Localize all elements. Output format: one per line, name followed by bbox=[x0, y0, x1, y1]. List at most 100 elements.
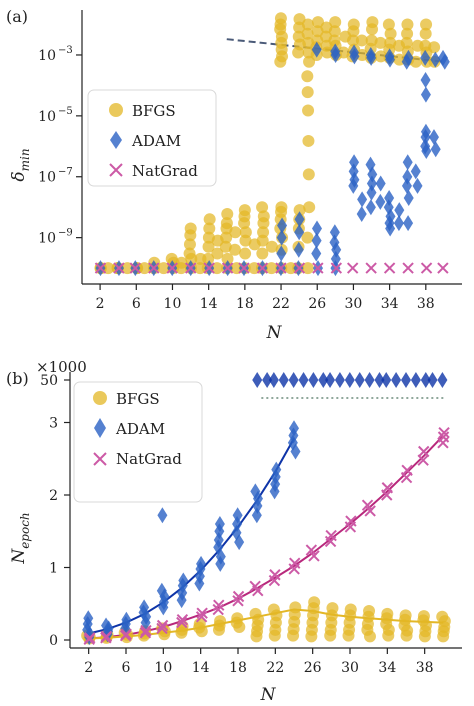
point-adam-50-000 bbox=[344, 372, 355, 388]
point-natgrad bbox=[417, 454, 429, 466]
legend-marker-bfgs bbox=[93, 391, 107, 405]
x-tick-label: 30 bbox=[345, 296, 363, 312]
legend-marker-adam bbox=[110, 131, 122, 149]
point-natgrad bbox=[330, 262, 343, 274]
panel-b-data-points bbox=[81, 372, 451, 646]
point-adam-50-000 bbox=[308, 372, 319, 388]
legend-marker-bfgs bbox=[109, 103, 123, 117]
point-bfgs bbox=[202, 252, 215, 265]
y-tick-label: 10 bbox=[38, 109, 56, 125]
point-adam bbox=[421, 143, 432, 160]
point-adam bbox=[311, 232, 322, 249]
point-bfgs bbox=[220, 217, 233, 230]
point-bfgs bbox=[289, 601, 302, 614]
point-natgrad bbox=[402, 262, 414, 274]
point-adam bbox=[403, 215, 414, 232]
point-natgrad bbox=[420, 262, 433, 274]
y-tick-label: 50 bbox=[40, 373, 58, 389]
legend-label-bfgs: BFGS bbox=[116, 390, 160, 408]
point-adam-50-000 bbox=[278, 372, 289, 388]
panel-b-x-label: N bbox=[260, 685, 277, 705]
point-bfgs bbox=[274, 55, 287, 68]
point-bfgs bbox=[399, 609, 412, 622]
point-adam bbox=[438, 49, 449, 66]
point-adam bbox=[366, 175, 377, 192]
point-natgrad bbox=[176, 616, 188, 629]
point-adam bbox=[420, 123, 431, 140]
point-adam-50-000 bbox=[364, 372, 375, 388]
point-adam-50-000 bbox=[298, 372, 309, 388]
legend-entry-natgrad: NatGrad bbox=[109, 162, 198, 180]
panel-a: (a) 10−310−510−710−9 2 6 10 14 18 22 26 30 34 38 … bbox=[6, 7, 462, 343]
x-tick-label: 26 bbox=[304, 660, 322, 676]
point-natgrad bbox=[213, 599, 225, 611]
point-bfgs bbox=[238, 204, 251, 217]
point-adam bbox=[293, 241, 304, 258]
x-tick-label: 18 bbox=[229, 660, 247, 676]
point-adam-50-000 bbox=[252, 372, 263, 388]
point-adam bbox=[329, 224, 340, 241]
legend-marker-natgrad bbox=[93, 452, 107, 466]
point-adam bbox=[139, 599, 150, 616]
point-adam bbox=[294, 224, 305, 241]
point-natgrad bbox=[238, 262, 250, 274]
point-bfgs bbox=[257, 210, 270, 223]
point-adam bbox=[365, 156, 376, 173]
legend-entry-bfgs: BFGS bbox=[109, 102, 176, 120]
point-bfgs bbox=[228, 243, 241, 256]
point-bfgs bbox=[102, 262, 115, 275]
panel-a-data-points bbox=[94, 12, 450, 277]
point-adam bbox=[402, 168, 413, 185]
x-tick-label: 10 bbox=[164, 296, 182, 312]
point-adam-50-000 bbox=[354, 372, 365, 388]
point-bfgs bbox=[374, 36, 387, 49]
panel-b-label: (b) bbox=[6, 369, 29, 388]
point-bfgs bbox=[138, 262, 151, 275]
legend-label-bfgs: BFGS bbox=[132, 102, 176, 120]
point-adam-50-000 bbox=[334, 372, 345, 388]
point-adam-50-000 bbox=[410, 372, 421, 388]
point-adam bbox=[311, 245, 322, 262]
point-natgrad bbox=[325, 529, 337, 542]
y-tick-label: 10 bbox=[38, 231, 56, 247]
legend-entry-bfgs: BFGS bbox=[93, 390, 160, 408]
point-adam bbox=[384, 190, 395, 207]
point-natgrad bbox=[184, 262, 197, 274]
point-adam bbox=[420, 72, 431, 89]
point-natgrad bbox=[289, 557, 301, 569]
point-bfgs bbox=[347, 18, 360, 31]
x-tick-label: 14 bbox=[200, 296, 218, 312]
point-adam bbox=[349, 48, 360, 65]
point-bfgs bbox=[329, 16, 342, 29]
point-bfgs bbox=[384, 27, 397, 40]
point-adam bbox=[375, 175, 386, 192]
point-bfgs bbox=[175, 256, 188, 269]
point-natgrad bbox=[84, 632, 96, 644]
point-bfgs bbox=[219, 240, 232, 253]
point-natgrad bbox=[100, 630, 113, 643]
point-natgrad bbox=[196, 607, 208, 619]
point-natgrad bbox=[221, 262, 234, 274]
point-bfgs bbox=[428, 41, 441, 54]
point-adam bbox=[276, 229, 287, 246]
point-adam bbox=[329, 234, 340, 251]
point-natgrad bbox=[269, 569, 281, 581]
y-tick-exponent: −7 bbox=[58, 167, 73, 178]
point-bfgs bbox=[344, 603, 357, 616]
point-bfgs bbox=[363, 605, 376, 617]
x-tick-label: 6 bbox=[132, 296, 141, 312]
point-bfgs bbox=[301, 70, 314, 83]
point-natgrad bbox=[305, 544, 318, 556]
point-natgrad bbox=[361, 499, 374, 511]
point-adam bbox=[121, 611, 132, 628]
point-adam bbox=[178, 572, 189, 589]
point-natgrad bbox=[256, 262, 269, 274]
point-bfgs bbox=[203, 222, 216, 235]
x-tick-label: 34 bbox=[378, 660, 396, 676]
x-tick-label: 38 bbox=[417, 296, 435, 312]
panel-b-multiplier: ×1000 bbox=[36, 358, 87, 376]
point-adam-50-000 bbox=[288, 372, 299, 388]
point-adam bbox=[393, 215, 404, 232]
point-bfgs bbox=[211, 247, 224, 260]
